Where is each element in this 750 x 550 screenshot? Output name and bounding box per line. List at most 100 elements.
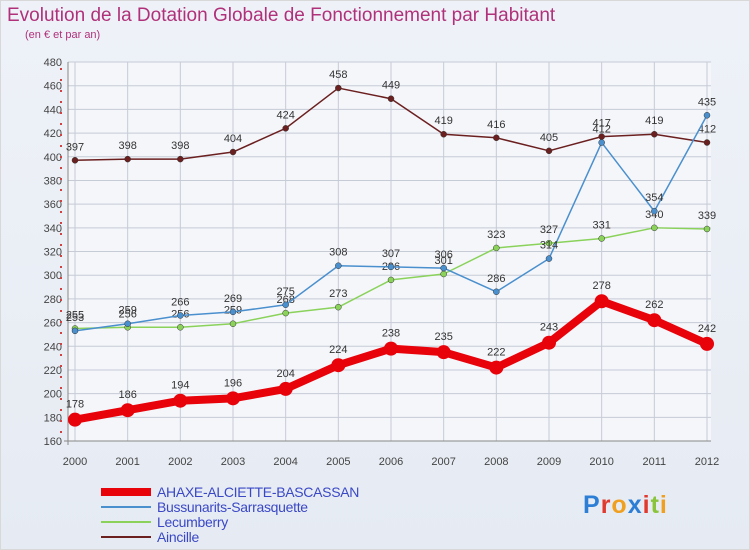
y-tick-label: 240	[44, 341, 62, 353]
axis-dot	[60, 79, 62, 81]
data-label: 331	[592, 219, 610, 231]
y-tick-label: 160	[44, 436, 62, 448]
x-tick-label: 2002	[168, 456, 192, 468]
data-point	[226, 391, 240, 406]
data-point	[651, 130, 658, 138]
data-label: 238	[382, 328, 400, 340]
x-tick-label: 2006	[379, 456, 403, 468]
y-tick-label: 360	[44, 199, 62, 211]
y-tick-label: 280	[44, 294, 62, 306]
data-label: 405	[540, 132, 558, 144]
y-tick-label: 400	[44, 152, 62, 164]
data-point	[440, 264, 447, 272]
data-label: 255	[66, 309, 84, 321]
legend-swatch	[101, 506, 151, 508]
axis-dot	[60, 145, 62, 147]
data-label: 253	[66, 312, 84, 324]
data-label: 242	[698, 323, 716, 335]
x-tick-label: 2011	[643, 456, 667, 468]
data-point	[387, 263, 395, 271]
data-point	[229, 148, 237, 156]
axis-dot	[60, 255, 62, 257]
data-label: 278	[592, 280, 610, 292]
data-label: 398	[171, 140, 189, 152]
legend-label: Aincille	[157, 529, 199, 545]
axis-dot	[60, 233, 62, 235]
data-label: 262	[645, 299, 663, 311]
data-label: 417	[592, 118, 610, 130]
x-tick-label: 2000	[63, 456, 87, 468]
data-label: 307	[382, 248, 400, 260]
y-tick-label: 440	[44, 104, 62, 116]
axis-dot	[60, 134, 62, 136]
x-tick-label: 2001	[115, 456, 139, 468]
y-tick-label: 300	[44, 270, 62, 282]
data-label: 424	[276, 109, 294, 121]
y-tick-label: 220	[44, 365, 62, 377]
data-point	[598, 235, 605, 242]
axis-dot	[60, 156, 62, 158]
axis-dot	[60, 420, 62, 422]
axis-dot	[60, 222, 62, 224]
data-label: 224	[329, 344, 347, 356]
axis-dot	[60, 178, 62, 180]
data-point	[598, 139, 605, 146]
axis-dot	[60, 211, 62, 213]
axis-dot	[60, 332, 62, 334]
data-point	[124, 155, 131, 163]
data-point	[436, 345, 451, 360]
axis-dot	[60, 310, 62, 312]
x-tick-label: 2008	[484, 456, 508, 468]
x-tick-label: 2010	[589, 456, 613, 468]
axis-dot	[60, 288, 62, 290]
axis-dot	[60, 354, 62, 356]
data-point	[493, 134, 500, 142]
data-label: 204	[276, 368, 294, 380]
y-tick-label: 380	[44, 175, 62, 187]
legend-swatch	[101, 521, 151, 523]
axis-dot	[60, 365, 62, 367]
data-label: 222	[487, 347, 505, 359]
data-label: 273	[329, 288, 347, 300]
axis-dot	[60, 266, 62, 268]
data-point	[703, 225, 711, 233]
data-label: 435	[698, 96, 716, 108]
legend-label: AHAXE-ALCIETTE-BASCASSAN	[157, 484, 360, 500]
legend-label: Bussunarits-Sarrasquette	[157, 499, 308, 515]
data-point	[651, 224, 658, 232]
x-tick-label: 2004	[273, 456, 297, 468]
axis-dot	[60, 409, 62, 411]
data-point	[71, 327, 79, 335]
x-tick-label: 2007	[431, 456, 455, 468]
data-point	[177, 155, 184, 163]
data-point	[173, 393, 188, 408]
axis-dot	[60, 244, 62, 246]
logo-letter: o	[611, 491, 628, 519]
chart-title: Evolution de la Dotation Globale de Fonc…	[7, 5, 556, 26]
data-point	[542, 335, 556, 350]
data-point	[440, 270, 447, 278]
y-tick-label: 340	[44, 223, 62, 235]
data-label: 308	[329, 247, 347, 259]
data-label: 419	[645, 115, 663, 127]
data-point	[278, 381, 293, 396]
data-point	[440, 130, 447, 138]
data-label: 412	[698, 124, 716, 136]
legend-label: Lecumberry	[157, 514, 228, 530]
data-label: 268	[276, 294, 294, 306]
axis-dot	[60, 112, 62, 114]
x-tick-label: 2009	[537, 456, 561, 468]
data-point	[489, 360, 504, 375]
data-point	[493, 244, 500, 252]
logo-letter: i	[642, 491, 651, 519]
data-point	[335, 84, 342, 92]
data-point	[229, 308, 237, 316]
data-label: 412	[592, 124, 610, 136]
axis-dot	[60, 398, 62, 400]
data-label: 256	[118, 308, 136, 320]
axis-dot	[60, 376, 62, 378]
y-tick-label: 260	[44, 318, 62, 330]
logo-letter: t	[650, 491, 660, 519]
